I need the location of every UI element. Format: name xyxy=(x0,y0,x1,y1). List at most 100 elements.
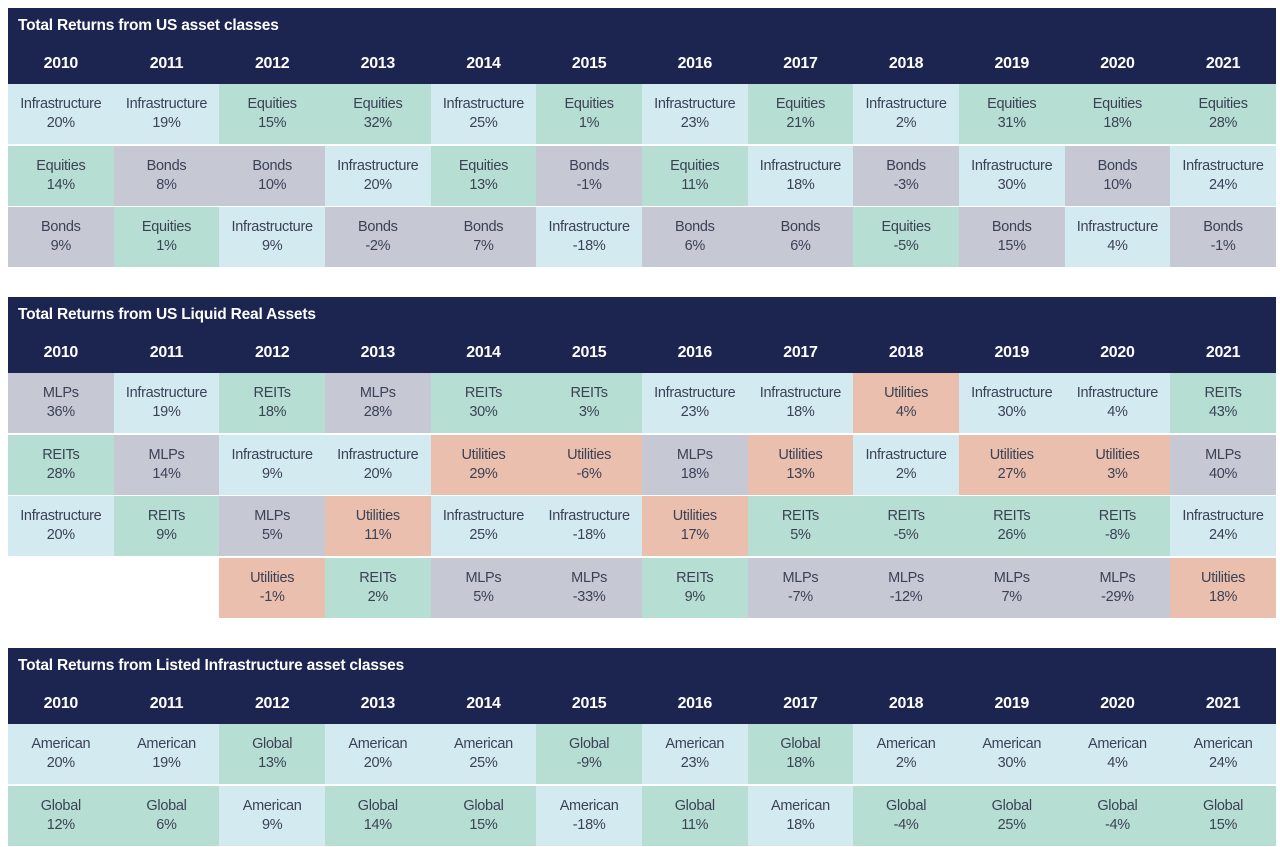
return-value: 18% xyxy=(786,176,815,193)
return-cell: Bonds 10% xyxy=(219,145,325,206)
return-value: -3% xyxy=(893,176,919,193)
return-cell: American 25% xyxy=(430,724,537,784)
asset-class-label: Global xyxy=(1202,797,1244,814)
asset-class-label: Equities xyxy=(881,219,931,236)
year-header: 2019 xyxy=(994,344,1030,361)
asset-class-label: REITs xyxy=(570,385,608,401)
return-value: 5% xyxy=(473,588,494,605)
asset-class-label: REITs xyxy=(993,508,1031,525)
asset-class-label: Infrastructure xyxy=(20,96,102,112)
asset-class-label: Infrastructure xyxy=(865,446,947,463)
return-cell: Equities 14% xyxy=(8,145,114,206)
return-cell: American 4% xyxy=(1064,724,1171,784)
asset-class-label: MLPs xyxy=(1205,446,1241,463)
asset-class-label: American xyxy=(1087,736,1147,752)
return-cell: Equities 31% xyxy=(958,84,1065,144)
return-cell: Bonds 15% xyxy=(958,207,1065,268)
year-column: American 24% Global 15% xyxy=(1170,724,1276,847)
asset-class-label: Global xyxy=(780,736,821,752)
year-column: Equities 15% Bonds 10% Infrastructure 9% xyxy=(219,84,325,269)
return-value: -29% xyxy=(1101,588,1134,605)
year-header: 2016 xyxy=(677,695,713,712)
return-value: 18% xyxy=(1103,115,1132,131)
return-value: 7% xyxy=(473,238,494,255)
return-value: 18% xyxy=(258,404,287,420)
return-cell: MLPs -33% xyxy=(536,557,642,618)
return-cell: MLPs -29% xyxy=(1064,557,1171,618)
year-header: 2011 xyxy=(149,344,184,361)
asset-class-label: MLPs xyxy=(993,569,1030,586)
return-value: 24% xyxy=(1208,755,1238,771)
return-cell: REITs 28% xyxy=(8,434,114,495)
return-cell: Equities 28% xyxy=(1170,84,1276,144)
return-value: 19% xyxy=(152,404,181,420)
return-cell: Infrastructure 2% xyxy=(853,84,959,144)
asset-class-label: Infrastructure xyxy=(337,446,419,463)
year-column: Infrastructure 23% MLPs 18% Utilities 17% REIT… xyxy=(641,373,748,619)
return-value: 32% xyxy=(363,115,392,131)
return-value: 26% xyxy=(997,527,1026,544)
asset-class-label: Global xyxy=(674,797,715,814)
return-value: 43% xyxy=(1208,404,1238,420)
return-cell: Global 15% xyxy=(430,785,537,846)
asset-class-label: Infrastructure xyxy=(125,385,208,401)
return-cell: Bonds -2% xyxy=(324,207,431,268)
table-title: Total Returns from Listed Infrastructure… xyxy=(8,648,1276,684)
year-column: Infrastructure 18% Utilities 13% REITs 5% MLPs… xyxy=(747,373,854,619)
return-cell: American 18% xyxy=(747,785,854,846)
return-cell: Equities -5% xyxy=(853,207,959,268)
return-value: -5% xyxy=(893,238,919,255)
return-cell: Infrastructure 9% xyxy=(219,207,325,268)
return-value: 25% xyxy=(469,115,498,131)
year-header: 2020 xyxy=(1100,695,1135,712)
return-cell: REITs 18% xyxy=(219,373,325,433)
return-value: 4% xyxy=(1107,404,1128,420)
year-column: Equities 18% Bonds 10% Infrastructure 4% xyxy=(1064,84,1171,269)
return-cell: REITs 26% xyxy=(958,496,1065,557)
return-value: 18% xyxy=(680,465,709,482)
asset-class-label: Bonds xyxy=(41,219,81,236)
return-value: -1% xyxy=(1210,238,1236,255)
return-value: 18% xyxy=(786,404,815,420)
year-column: Infrastructure 23% Equities 11% Bonds 6% xyxy=(641,84,748,269)
return-value: 9% xyxy=(50,238,72,255)
asset-class-label: Equities xyxy=(987,96,1037,112)
year-header: 2014 xyxy=(466,695,501,712)
asset-class-label: Global xyxy=(569,736,610,752)
year-column: MLPs 28% Infrastructure 20% Utilities 11% REIT… xyxy=(324,373,431,619)
year-column: American 2% Global -4% xyxy=(853,724,959,847)
asset-class-label: Equities xyxy=(141,219,192,236)
year-column: Infrastructure 19% Bonds 8% Equities 1% xyxy=(113,84,220,269)
year-header: 2012 xyxy=(254,344,290,361)
return-value: 30% xyxy=(997,404,1026,420)
year-header: 2015 xyxy=(571,344,607,361)
year-header: 2019 xyxy=(994,695,1030,712)
return-value: 18% xyxy=(786,755,815,771)
us-asset-classes-table: Total Returns from US asset classes 2010… xyxy=(8,8,1276,269)
return-value: 28% xyxy=(46,465,75,482)
asset-class-label: Infrastructure xyxy=(548,219,630,236)
return-cell: REITs -8% xyxy=(1064,496,1171,557)
return-value: 14% xyxy=(46,176,75,193)
return-cell: Bonds -3% xyxy=(853,145,959,206)
return-cell: Global 14% xyxy=(324,785,431,846)
asset-class-label: Infrastructure xyxy=(759,157,842,174)
asset-class-label: Utilities xyxy=(672,508,717,525)
return-cell: American 19% xyxy=(113,724,220,784)
return-cell: Global -9% xyxy=(536,724,642,784)
return-value: 15% xyxy=(997,238,1026,255)
return-value: 12% xyxy=(46,816,75,833)
return-cell: Infrastructure 19% xyxy=(113,373,220,433)
return-value: -1% xyxy=(259,588,285,605)
asset-class-label: Global xyxy=(886,797,927,814)
asset-class-label: Infrastructure xyxy=(1182,508,1264,525)
return-value: 1% xyxy=(578,115,600,131)
asset-class-label: REITs xyxy=(1204,385,1242,401)
return-value: 20% xyxy=(363,465,392,482)
return-value: 9% xyxy=(261,465,283,482)
return-value: 25% xyxy=(469,755,498,771)
return-value: -7% xyxy=(787,588,813,605)
return-cell: Utilities 29% xyxy=(430,434,537,495)
asset-class-label: REITs xyxy=(147,508,186,525)
return-value: 5% xyxy=(790,527,811,544)
